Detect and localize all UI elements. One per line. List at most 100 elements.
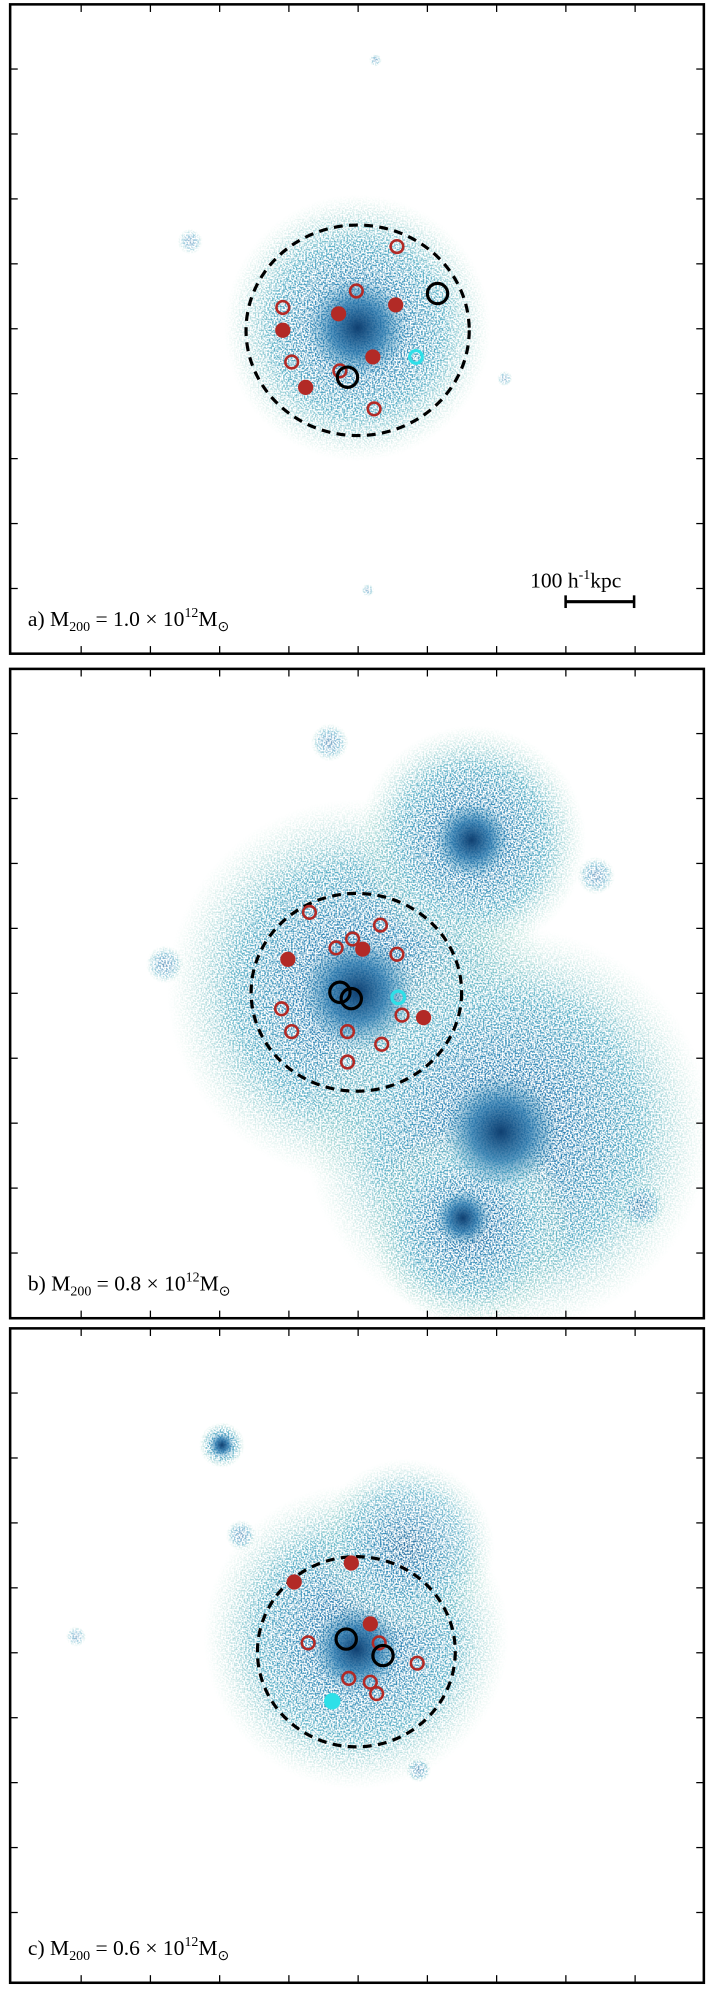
satellite-open [371,1635,387,1651]
halo [361,583,375,597]
label-text: = 0.8 × 10 [91,1271,185,1295]
satellite-open [389,238,405,255]
scale-text: 100 h [530,569,579,593]
satellite-open [366,401,382,417]
satellite-open [348,283,364,299]
panel: c) M200 = 0.6 × 1012M⊙ [8,1327,706,1985]
panel-label: c) M200 = 0.6 × 1012M⊙ [28,1935,229,1964]
satellite-open [369,1686,385,1702]
satellite-filled [280,951,296,967]
halo-core [209,1432,235,1458]
satellite-cyan [390,989,407,1006]
panel-label: a) M200 = 1.0 × 1012M⊙ [28,606,229,635]
label-text: = 0.6 × 10 [90,1936,184,1960]
satellite-filled [362,1616,378,1632]
halo [497,370,513,387]
satellite-black [339,986,364,1011]
halo-speckle [145,723,704,1319]
label-sub: ⊙ [219,1284,231,1299]
scale-sup: -1 [579,568,591,583]
satellite-open [273,1001,290,1017]
halo [310,723,349,762]
panel: b) M200 = 0.8 × 1012M⊙ [8,667,706,1320]
satellite-filled [331,306,347,322]
satellite-open [275,299,291,316]
satellite-open [332,363,348,379]
halo [145,945,184,984]
panel-label: b) M200 = 0.8 × 1012M⊙ [28,1270,231,1299]
scale-text: kpc [590,569,621,593]
satellite-open [372,917,389,933]
halo [615,1179,666,1231]
satellite-open [339,1023,356,1040]
label-text: b) M [28,1271,70,1295]
panel-frame [8,1327,706,1985]
satellite-black [425,281,450,306]
satellite-filled [415,1010,432,1026]
virial-radius [249,891,464,1093]
satellite-cyan [408,348,424,365]
virial-radius [255,1555,457,1749]
label-sub: ⊙ [218,1949,230,1964]
satellite-open [339,1054,356,1070]
satellite-open [344,931,361,947]
satellite-filled [298,379,314,395]
label-text: a) M [28,607,69,631]
satellite-black [334,1627,358,1651]
halo-core [306,277,409,379]
halo-core [434,1190,491,1246]
satellite-open [284,1023,300,1040]
halo [369,53,382,67]
label-text: = 1.0 × 10 [90,607,184,631]
satellite-open [362,1674,378,1690]
label-sub: 200 [69,1949,90,1964]
virial-radius [244,223,471,438]
label-sup: 12 [186,1270,200,1285]
panel: a) M200 = 1.0 × 1012M⊙ 100 h-1kpc [8,3,706,655]
label-text: M [200,1271,219,1295]
satellite-black [328,980,352,1005]
satellite-cyan [324,1692,341,1710]
label-sub: 200 [70,1284,91,1299]
halo [177,228,203,255]
halo [405,1757,432,1783]
halo-core [443,1074,559,1189]
label-text: c) M [28,1936,69,1960]
satellite-open [341,1670,357,1687]
satellite-open [409,1655,425,1671]
density-map [145,723,704,1319]
satellite-filled [388,297,404,313]
satellite-black [371,1643,395,1668]
halo-core [311,1604,401,1694]
label-text: M [198,1936,217,1960]
satellite-open [374,1036,390,1052]
satellite-filled [365,349,381,365]
satellite-filled [343,1555,359,1571]
satellite-open [328,940,344,956]
halo [225,1519,257,1551]
satellite-filled [275,322,291,338]
halo-core [433,802,510,879]
satellite-filled [355,941,371,957]
label-sub: ⊙ [218,620,230,635]
satellite-open [389,946,405,962]
satellite-open [394,1007,410,1023]
label-text: M [198,607,217,631]
satellite-filled [286,1574,302,1590]
label-sub: 200 [69,620,90,635]
label-sup: 12 [184,1935,198,1950]
density-map [65,1422,509,1789]
halo [65,1626,87,1647]
satellite-open [301,904,318,921]
label-sup: 12 [184,606,198,621]
halo-speckle [65,1422,509,1789]
satellite-black [335,365,360,389]
density-map [177,53,513,597]
satellite-open [300,1635,316,1651]
halo [577,856,616,895]
satellite-open [284,354,300,370]
halo [317,1458,495,1637]
